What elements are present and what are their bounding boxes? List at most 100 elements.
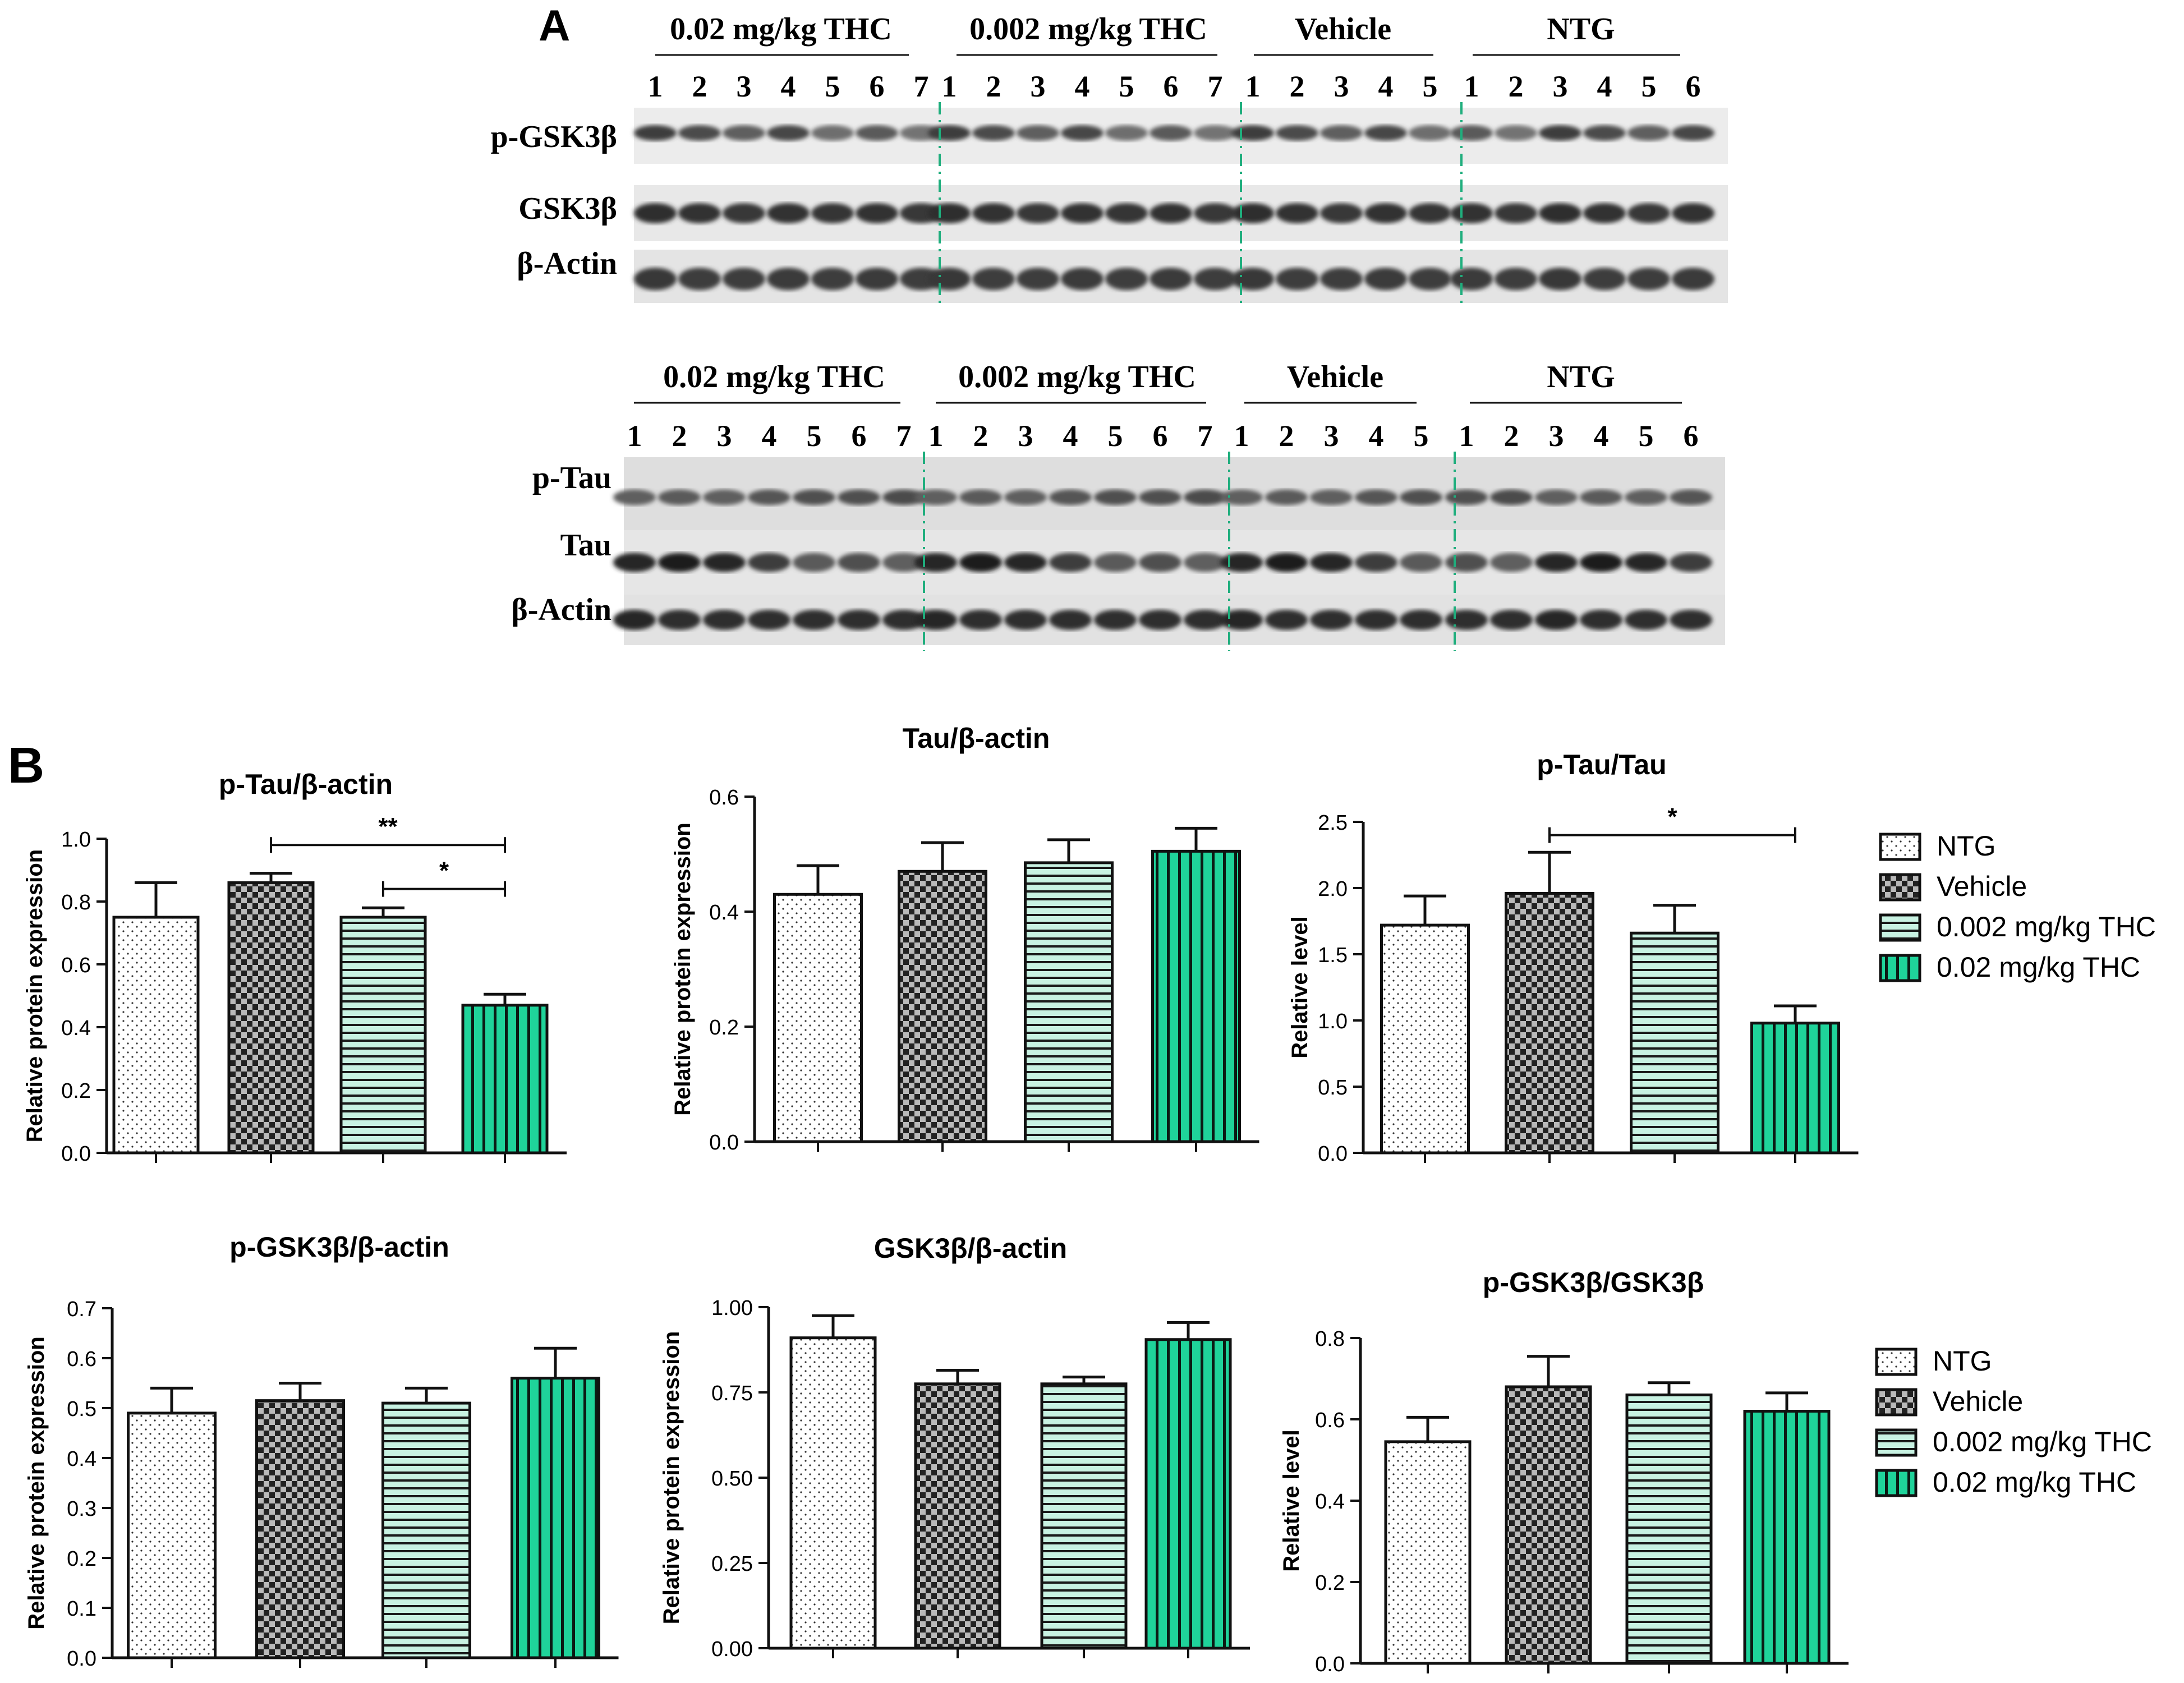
- blot-group-label: NTG: [1547, 360, 1615, 394]
- blot-band: [1094, 489, 1137, 505]
- legend-entry: 0.02 mg/kg THC: [1933, 1466, 2136, 1498]
- lane-number: 3: [1324, 419, 1339, 453]
- y-tick-label: 0.2: [1315, 1571, 1345, 1595]
- y-tick-label: 1.0: [61, 828, 91, 852]
- blot-row-label: GSK3β: [518, 191, 617, 226]
- blot-band: [1409, 203, 1451, 223]
- y-tick-label: 0.00: [711, 1638, 753, 1661]
- blot-band: [928, 268, 971, 291]
- blot-band: [658, 489, 701, 505]
- bar-ntg: [789, 1336, 877, 1650]
- blot-band: [1004, 610, 1047, 630]
- y-tick-label: 2.5: [1318, 811, 1348, 835]
- blot-band: [1450, 203, 1493, 223]
- lane-number: 3: [1018, 419, 1033, 453]
- y-tick-label: 0.6: [709, 786, 739, 810]
- blot-group-label: 0.02 mg/kg THC: [663, 360, 885, 394]
- blot-band: [678, 203, 721, 223]
- lane-number: 1: [1245, 70, 1261, 103]
- blot-band: [634, 203, 677, 223]
- legend-entry: Vehicle: [1933, 1386, 2023, 1417]
- bar-chart-4: p-GSK3β/β-actin Relative protein expressi…: [24, 1231, 619, 1671]
- y-tick-label: 0.0: [709, 1131, 739, 1155]
- blot-band: [1017, 125, 1059, 141]
- blot-band: [1004, 489, 1047, 505]
- blot-band: [1400, 610, 1442, 630]
- blot-band: [1672, 125, 1714, 141]
- y-tick-label: 0.0: [1318, 1142, 1348, 1166]
- bar-vehicle: [1505, 1385, 1592, 1665]
- blot-band: [882, 610, 925, 630]
- legend-swatch: [1875, 1348, 1918, 1376]
- blot-band: [767, 203, 810, 223]
- blot-band: [1094, 610, 1137, 630]
- blot-band: [1150, 268, 1192, 291]
- blot-band: [972, 268, 1015, 291]
- chart-ylabel: Relative protein expression: [24, 1336, 49, 1629]
- lane-number: 4: [1369, 419, 1384, 453]
- legend-swatch: [1875, 1428, 1918, 1457]
- lane-number: 2: [1290, 70, 1305, 103]
- lane-number: 1: [928, 419, 944, 453]
- legend-entry: NTG: [1933, 1345, 1992, 1377]
- blot-band: [1445, 553, 1488, 572]
- blot-band: [1670, 489, 1712, 505]
- bar-0-02-mg-kg-thc: [511, 1377, 600, 1659]
- blot-band: [1094, 553, 1137, 572]
- chart-ylabel: Relative protein expression: [659, 1331, 684, 1624]
- blot-band: [767, 125, 810, 141]
- lane-number: 3: [1334, 70, 1349, 103]
- blot-band: [1139, 610, 1181, 630]
- blot-band: [1625, 489, 1667, 505]
- western-blot-top: 0.02 mg/kg THC 0.002 mg/kg THC Vehicle NTG 1…: [490, 12, 1728, 309]
- blot-band: [838, 489, 880, 505]
- blot-band: [959, 489, 1002, 505]
- blot-band: [838, 553, 880, 572]
- blot-band: [723, 268, 765, 291]
- blot-group-label: Vehicle: [1287, 360, 1383, 394]
- y-tick-label: 0.0: [1315, 1653, 1345, 1676]
- blot-band: [1355, 489, 1397, 505]
- sig-label: *: [439, 857, 449, 885]
- blot-row-label: p-Tau: [532, 461, 611, 495]
- panel-label-a: A: [539, 1, 570, 50]
- bar-0-02-mg-kg-thc: [1151, 849, 1241, 1143]
- blot-band: [1535, 553, 1578, 572]
- blot-band: [658, 610, 701, 630]
- blot-band: [1310, 553, 1353, 572]
- y-tick-label: 1.00: [711, 1296, 753, 1320]
- blot-band: [1490, 610, 1533, 630]
- blot-band: [1231, 268, 1274, 291]
- sig-label: **: [378, 813, 398, 840]
- lane-number: 2: [1509, 70, 1524, 103]
- blot-band: [1670, 610, 1712, 630]
- blot-band: [1061, 268, 1104, 291]
- lane-number: 5: [1414, 419, 1429, 453]
- lane-number: 2: [672, 419, 687, 453]
- lane-number: 1: [942, 70, 957, 103]
- blot-band: [1231, 203, 1274, 223]
- legend-entry: 0.002 mg/kg THC: [1937, 911, 2156, 942]
- blot-band: [1539, 203, 1581, 223]
- blot-band: [1490, 489, 1533, 505]
- blot-band: [1194, 268, 1236, 291]
- blot-band: [1539, 125, 1581, 141]
- blot-band: [1184, 610, 1226, 630]
- blot-band: [914, 489, 957, 505]
- legend-swatch: [1879, 873, 1921, 902]
- lane-number: 4: [781, 70, 796, 103]
- chart-ylabel: Relative level: [1279, 1429, 1304, 1572]
- lane-number: 3: [717, 419, 732, 453]
- blot-band: [1150, 203, 1192, 223]
- blot-band: [1364, 268, 1407, 291]
- y-tick-label: 2.0: [1318, 877, 1348, 901]
- blot-band: [703, 553, 746, 572]
- bar-charts: p-Tau/β-actin Relative protein expression…: [22, 723, 1859, 1676]
- blot-band: [856, 268, 898, 291]
- lane-number: 2: [973, 419, 988, 453]
- lane-number: 2: [1504, 419, 1519, 453]
- y-tick-label: 0.3: [67, 1497, 96, 1521]
- blot-band: [1355, 553, 1397, 572]
- y-tick-label: 0.0: [61, 1142, 91, 1166]
